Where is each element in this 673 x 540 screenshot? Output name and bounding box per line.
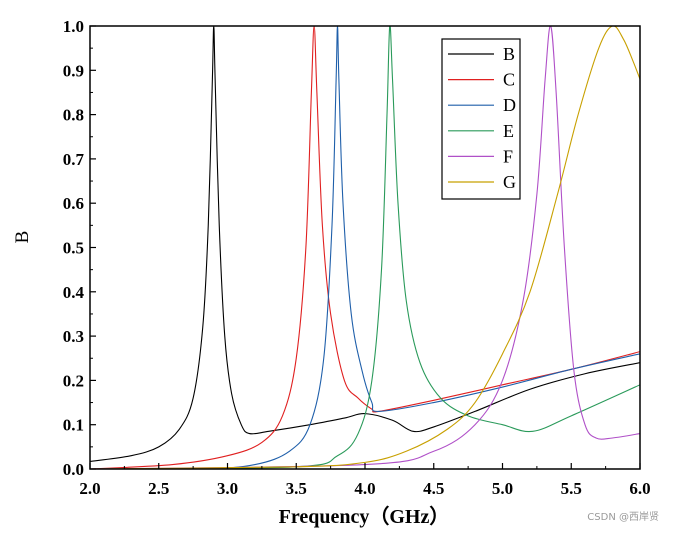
y-axis-title: B	[12, 231, 33, 244]
legend-label-b: B	[503, 44, 515, 64]
y-tick-label: 0.9	[63, 61, 84, 80]
legend-label-g: G	[503, 172, 516, 192]
series-line-e	[90, 26, 640, 469]
x-tick-label: 2.0	[79, 479, 100, 498]
legend-box	[441, 38, 521, 200]
watermark: CSDN @西岸贤	[587, 512, 659, 523]
series-line-g	[90, 26, 640, 469]
plot-frame	[89, 25, 641, 470]
x-tick-label: 3.5	[286, 479, 307, 498]
y-tick-label: 0.8	[63, 106, 84, 125]
y-tick-label: 0.1	[63, 416, 84, 435]
legend-label-d: D	[503, 95, 516, 115]
x-tick-label: 2.5	[148, 479, 169, 498]
x-tick-label: 6.0	[629, 479, 650, 498]
legend-label-c: C	[503, 70, 515, 90]
x-tick-label: 4.5	[423, 479, 444, 498]
y-tick-label: 0.3	[63, 327, 84, 346]
y-tick-label: 0.7	[63, 150, 85, 169]
series-line-f	[90, 26, 640, 469]
x-axis-title: Frequency（GHz）	[279, 505, 450, 528]
legend-label-e: E	[503, 121, 514, 141]
y-tick-label: 0.6	[63, 194, 84, 213]
y-tick-label: 0.5	[63, 239, 84, 258]
series-line-d	[90, 26, 640, 469]
y-tick-label: 0.2	[63, 371, 84, 390]
x-tick-label: 5.0	[492, 479, 513, 498]
series-group	[90, 26, 640, 469]
y-tick-label: 1.0	[63, 17, 84, 36]
y-tick-label: 0.0	[63, 460, 84, 479]
x-tick-label: 5.5	[561, 479, 582, 498]
series-line-c	[90, 26, 640, 469]
tick-labels-group: 2.0 2.5 3.0 3.5 4.0 4.5 5.0 5.5 6.0 0.0 0.1 0.2 0.3 0…	[63, 17, 651, 498]
x-tick-label: 4.0	[354, 479, 375, 498]
series-line-b	[90, 26, 640, 463]
legend-label-f: F	[503, 146, 513, 166]
y-tick-label: 0.4	[63, 283, 85, 302]
x-tick-label: 3.0	[217, 479, 238, 498]
axes-group	[89, 25, 641, 470]
